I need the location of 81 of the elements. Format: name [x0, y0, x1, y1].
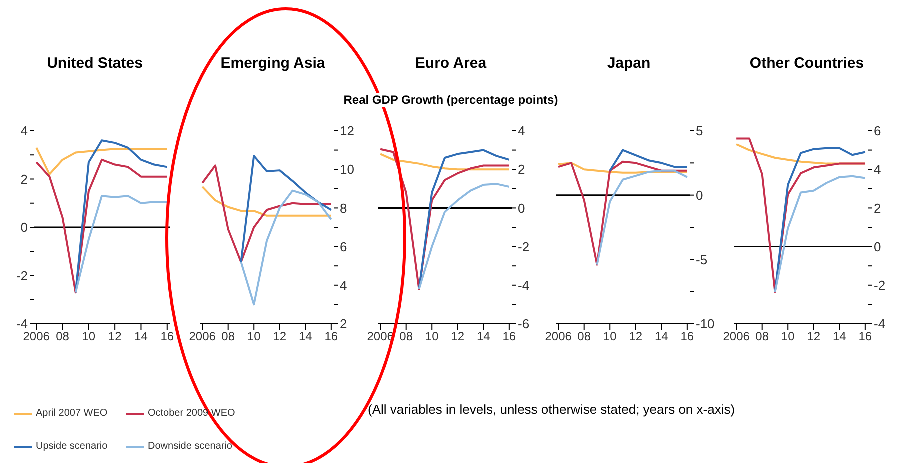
x-tick-label: 2006: [189, 330, 216, 344]
legend-label: Downside scenario: [148, 441, 232, 452]
legend-label: April 2007 WEO: [36, 408, 108, 419]
x-tick-label: 14: [298, 330, 313, 344]
chart-subtitle: Real GDP Growth (percentage points): [340, 93, 562, 107]
y-tick-label: -2: [16, 268, 28, 284]
y-tick-label: 0: [874, 239, 882, 254]
x-tick-label: 08: [578, 330, 592, 344]
x-tick-label: 12: [108, 330, 122, 344]
legend-label: Upside scenario: [36, 441, 108, 452]
y-tick-label: 5: [696, 124, 704, 139]
y-tick-label: -4: [874, 316, 886, 332]
line-series: [74, 140, 168, 294]
line-series: [36, 146, 168, 176]
line-series: [240, 155, 332, 264]
x-tick-label: 16: [858, 330, 872, 344]
line-series: [418, 149, 510, 290]
y-tick-label: 10: [340, 162, 354, 178]
x-tick-label: 14: [476, 330, 491, 344]
x-tick-label: 2006: [23, 330, 50, 344]
line-series: [202, 186, 332, 217]
y-tick-label: 2: [874, 200, 882, 216]
y-tick-label: 0: [20, 220, 28, 236]
y-tick-label: 4: [874, 162, 882, 178]
x-tick-label: 14: [654, 330, 669, 344]
y-tick-label: -5: [696, 252, 708, 268]
x-tick-label: 14: [134, 330, 148, 344]
x-tick-label: 08: [400, 330, 414, 344]
line-series: [202, 164, 332, 264]
x-tick-label: 08: [756, 330, 770, 344]
x-tick-label: 10: [425, 330, 440, 344]
x-tick-label: 12: [629, 330, 643, 344]
line-series: [380, 153, 510, 171]
y-tick-label: -4: [16, 316, 28, 332]
x-tick-label: 08: [56, 330, 70, 344]
line-series: [558, 162, 688, 174]
y-tick-label: 2: [20, 172, 28, 187]
x-tick-label: 16: [680, 330, 694, 344]
y-tick-label: -2: [874, 278, 886, 294]
line-series: [418, 183, 510, 290]
line-series: [240, 190, 332, 306]
x-tick-label: 16: [324, 330, 338, 344]
x-tick-label: 14: [832, 330, 847, 344]
x-tick-label: 12: [273, 330, 287, 344]
text: (All variables in levels, unless otherwise stated; years on x-axis): [368, 402, 736, 417]
y-tick-label: 6: [874, 124, 882, 139]
y-tick-label: 2: [340, 316, 348, 332]
x-tick-label: 12: [451, 330, 465, 344]
x-tick-label: 10: [781, 330, 796, 344]
y-tick-label: 0: [518, 200, 526, 216]
y-tick-label: 4: [518, 124, 526, 139]
chart-title: Japan: [606, 55, 652, 74]
line-series: [596, 170, 688, 266]
y-tick-label: 12: [340, 124, 354, 139]
line-series: [74, 195, 168, 294]
x-tick-label: 10: [82, 330, 96, 344]
x-tick-label: 10: [247, 330, 262, 344]
chart-title: Emerging Asia: [220, 55, 326, 74]
x-tick-label: 16: [502, 330, 516, 344]
y-tick-label: -10: [696, 316, 715, 332]
x-tick-label: 16: [160, 330, 174, 344]
y-tick-label: 2: [518, 162, 526, 178]
legend-label: October 2009 WEO: [148, 408, 236, 419]
chart-title: Other Countries: [748, 55, 866, 74]
chart-title: Euro Area: [414, 55, 488, 74]
line-series: [609, 149, 688, 172]
line-series: [774, 175, 866, 294]
chart-title: United States: [46, 55, 144, 74]
y-tick-label: 4: [20, 124, 28, 139]
x-tick-label: 2006: [545, 330, 572, 344]
y-tick-label: 4: [340, 278, 348, 294]
x-tick-label: 10: [603, 330, 618, 344]
y-tick-label: 0: [696, 188, 704, 203]
x-tick-label: 08: [222, 330, 236, 344]
y-tick-label: 6: [340, 239, 348, 254]
x-tick-label: 2006: [723, 330, 750, 344]
x-tick-label: 12: [807, 330, 821, 344]
y-tick-label: 8: [340, 200, 348, 216]
y-tick-label: -6: [518, 316, 530, 332]
y-tick-label: -4: [518, 278, 530, 294]
y-tick-label: -2: [518, 239, 530, 254]
